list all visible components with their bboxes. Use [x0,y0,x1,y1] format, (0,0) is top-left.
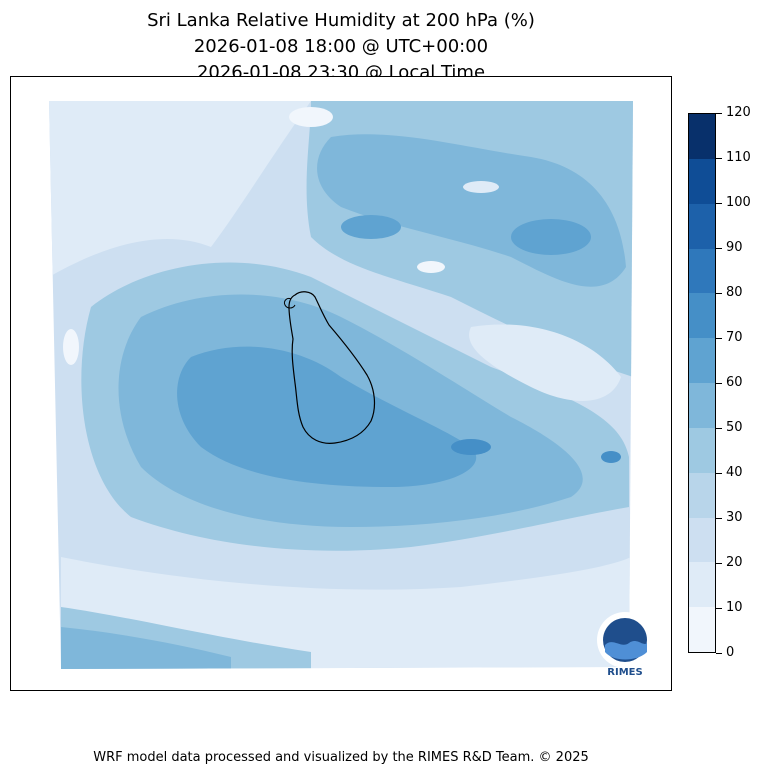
colorbar-segment [689,248,715,294]
colorbar-tick-label: 110 [726,150,751,165]
colorbar-tick-label: 60 [726,375,743,390]
humidity-band-dry-east [469,324,621,401]
humidity-map: RIMES [49,101,653,678]
humidity-patch-moist-1 [511,219,591,255]
colorbar-tick-label: 90 [726,240,743,255]
colorbar-tick-label: 40 [726,465,743,480]
colorbar-segment [689,427,715,473]
colorbar-tick-label: 30 [726,510,743,525]
logo-label: RIMES [607,667,642,678]
humidity-band-peak-central [177,346,477,487]
colorbar-tick [716,562,722,564]
colorbar-tick [716,472,722,474]
colorbar-tick-label: 100 [726,195,751,210]
colorbar-segment [689,472,715,518]
humidity-patch-moist-4 [601,451,621,463]
colorbar-segment [689,517,715,563]
colorbar-tick-label: 70 [726,330,743,345]
sri-lanka-outline [288,291,376,444]
colorbar-segment [689,203,715,249]
colorbar-tick-label: 80 [726,285,743,300]
humidity-patch-dry-2 [63,329,79,365]
colorbar-segment [689,562,715,608]
colorbar-segment [689,158,715,204]
colorbar-tick [716,247,722,249]
colorbar-segment [689,114,715,159]
jaffna-outline [284,298,296,309]
colorbar-tick [716,292,722,294]
colorbar-tick [716,652,722,654]
map-panel: RIMES [10,76,672,691]
colorbar-tick [716,337,722,339]
humidity-band-low-north [49,101,311,277]
colorbar-segment [689,293,715,339]
humidity-patch-moist-2 [341,215,401,239]
humidity-patch-dry-4 [417,261,445,273]
colorbar-tick-label: 120 [726,105,751,120]
colorbar-segment [689,607,715,652]
humidity-patch-dry-3 [463,181,499,193]
humidity-band-high-southwest [61,627,231,669]
colorbar-tick-label: 20 [726,555,743,570]
colorbar-tick [716,427,722,429]
colorbar-segment [689,338,715,384]
title-line-2: 2026-01-08 18:00 @ UTC+00:00 [193,36,489,57]
map-title: Sri Lanka Relative Humidity at 200 hPa (… [0,8,682,86]
colorbar-tick [716,607,722,609]
colorbar-tick [716,202,722,204]
colorbar-tick-label: 50 [726,420,743,435]
colorbar-tick [716,112,722,114]
humidity-patch-moist-3 [451,439,491,455]
title-line-1: Sri Lanka Relative Humidity at 200 hPa (… [147,10,535,31]
colorbar-tick-label: 10 [726,600,743,615]
colorbar-segment [689,383,715,428]
colorbar-tick-label: 0 [726,645,735,660]
rimes-logo: RIMES [597,612,653,678]
colorbar-tick [716,382,722,384]
humidity-patch-dry-1 [289,107,333,127]
colorbar-tick [716,517,722,519]
footer-credit: WRF model data processed and visualized … [93,750,589,765]
colorbar [688,113,716,653]
colorbar-tick [716,157,722,159]
